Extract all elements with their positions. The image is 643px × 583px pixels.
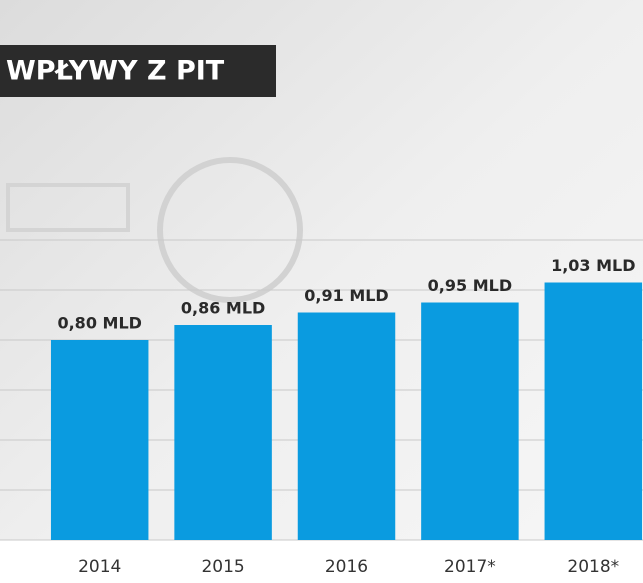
value-label: 0,80 MLD: [57, 314, 141, 333]
value-label: 0,91 MLD: [304, 286, 388, 305]
bar: [51, 340, 148, 540]
bar: [174, 325, 271, 540]
bar: [298, 313, 395, 541]
x-tick-label: 2017*: [444, 557, 496, 577]
chart: WPŁYWY Z PIT 0,80 MLD 2014 0,86 MLD 2015 0,9…: [0, 0, 643, 583]
value-label: 0,86 MLD: [181, 299, 265, 318]
bar: [545, 283, 642, 541]
value-label: 0,95 MLD: [428, 276, 512, 295]
x-tick-label: 2016: [325, 557, 368, 577]
value-label: 1,03 MLD: [551, 256, 635, 275]
chart-title: WPŁYWY Z PIT: [6, 56, 225, 87]
bar: [421, 303, 518, 541]
x-tick-label: 2014: [78, 557, 121, 577]
x-tick-label: 2018*: [567, 557, 619, 577]
x-tick-label: 2015: [201, 557, 244, 577]
